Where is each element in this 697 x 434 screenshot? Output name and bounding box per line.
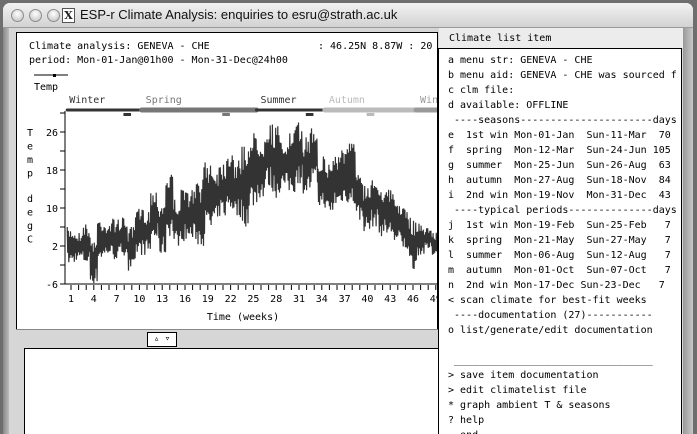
x-tick-label: 1 (68, 294, 74, 305)
graph-coordinates: : 46.25N 8.87W : 20 (318, 41, 432, 52)
season-label: Autumn (329, 95, 365, 106)
legend-label: Temp (34, 82, 58, 93)
menu-item[interactable]: i 2nd win Mon-19-Nov Mon-31-Dec 43 (448, 190, 671, 201)
x-tick-label: 7 (114, 294, 120, 305)
x-tick-label: 40 (361, 294, 373, 305)
climate-list-menu: a menu str: GENEVA - CHE b menu aid: GENE… (438, 48, 682, 434)
typical-week-marker (305, 113, 314, 116)
menu-item[interactable]: > save item documentation (448, 370, 599, 381)
graph-period: period: Mon-01-Jan@01h00 - Mon-31-Dec@24… (29, 55, 288, 66)
text-feedback-area (24, 348, 439, 434)
zoom-window-button[interactable] (47, 9, 60, 22)
menu-item[interactable]: l summer Mon-06-Aug Sun-12-Aug 7 (448, 250, 671, 261)
menu-item[interactable]: c clm file: (448, 85, 515, 96)
season-label: Summer (260, 95, 296, 106)
menu-item[interactable]: d available: OFFLINE (448, 100, 569, 111)
resize-updown-button[interactable]: ▵ ▿ (147, 332, 177, 347)
y-axis-label-letter: p (27, 169, 33, 180)
menu-item[interactable]: f spring Mon-12-Mar Sun-24-Jun 105 (448, 145, 671, 156)
y-axis-label-letter: e (27, 142, 33, 153)
menu-item[interactable]: - end (448, 428, 478, 434)
y-tick-label: 10 (46, 204, 58, 215)
y-tick-label: 2 (52, 242, 58, 253)
x-tick-label: 13 (156, 294, 168, 305)
menu-item[interactable]: < scan climate for best-fit weeks (448, 295, 647, 306)
menu-item[interactable]: b menu aid: GENEVA - CHE was sourced f (448, 70, 677, 81)
x11-icon: X (62, 8, 75, 23)
season-label: Winter (69, 95, 105, 106)
menu-item[interactable]: > edit climatelist file (448, 385, 587, 396)
panel-title: Climate list item (449, 33, 552, 44)
menu-item[interactable]: h autumn Mon-27-Aug Sun-18-Nov 84 (448, 175, 671, 186)
legend-marker (53, 74, 56, 77)
season-label: Winter (420, 95, 437, 106)
menu-item[interactable]: * graph ambient T & seasons (448, 400, 611, 411)
y-axis-label-letter: C (27, 235, 33, 246)
menu-item: ----seasons----------------------days (448, 115, 677, 126)
x-tick-label: 34 (316, 294, 328, 305)
menu-item[interactable]: k spring Mon-21-May Sun-27-May 7 (448, 235, 671, 246)
minimize-window-button[interactable] (29, 9, 42, 22)
menu-item: _________________________________ (448, 355, 653, 366)
graph-header: Climate analysis: GENEVA - CHE (29, 41, 210, 52)
x-tick-label: 19 (202, 294, 214, 305)
menu-item[interactable]: a menu str: GENEVA - CHE (448, 55, 593, 66)
x-tick-label: 43 (384, 294, 396, 305)
typical-week-marker (123, 113, 132, 116)
app-window: X ESP-r Climate Analysis: enquiries to e… (3, 3, 693, 434)
temperature-series-line (66, 122, 437, 284)
graph-panel: Climate analysis: GENEVA - CHE : 46.25N … (16, 32, 438, 330)
y-axis-label-letter: g (27, 221, 33, 232)
scrollbar-left (3, 28, 9, 434)
x-tick-label: 28 (270, 294, 282, 305)
menu-item[interactable]: j 1st win Mon-19-Feb Sun-25-Feb 7 (448, 220, 671, 231)
menu-item[interactable]: m autumn Mon-01-Oct Sun-07-Oct 7 (448, 265, 671, 276)
scrollbar-right[interactable] (683, 28, 693, 434)
x-tick-label: 37 (339, 294, 351, 305)
x-tick-label: 25 (247, 294, 259, 305)
x-axis-label: Time (weeks) (207, 312, 279, 323)
y-tick-label: 26 (46, 128, 58, 139)
y-tick-label: 18 (46, 166, 58, 177)
menu-item[interactable]: o list/generate/edit documentation (448, 325, 653, 336)
y-tick-label: -6 (46, 280, 58, 291)
title-bar: X ESP-r Climate Analysis: enquiries to e… (3, 3, 693, 28)
menu-item[interactable]: n 2nd win Mon-17-Dec Sun-23-Dec 7 (448, 280, 665, 291)
menu-item[interactable]: e 1st win Mon-01-Jan Sun-11-Mar 70 (448, 130, 671, 141)
x-tick-label: 4 (91, 294, 97, 305)
season-label: Spring (146, 95, 182, 106)
window-title: ESP-r Climate Analysis: enquiries to esr… (80, 7, 398, 22)
x-tick-label: 49 (430, 294, 437, 305)
x-tick-label: 22 (225, 294, 237, 305)
close-window-button[interactable] (11, 9, 24, 22)
menu-item: ----typical periods--------------days (448, 205, 677, 216)
x-tick-label: 46 (407, 294, 419, 305)
temperature-chart: Climate analysis: GENEVA - CHE : 46.25N … (27, 41, 437, 323)
typical-week-marker (366, 113, 375, 116)
menu-item[interactable]: g summer Mon-25-Jun Sun-26-Aug 63 (448, 160, 671, 171)
x-tick-label: 16 (179, 294, 191, 305)
menu-item: ----documentation (27)----------- (448, 310, 653, 321)
divider-bar: ▵ ▿ (16, 329, 438, 348)
y-axis-label-letter: d (27, 194, 33, 205)
typical-week-marker (222, 113, 230, 116)
y-axis-label-letter: m (27, 155, 33, 166)
panel-header: Climate list item (439, 28, 689, 48)
menu-item[interactable]: ? help (448, 415, 485, 426)
y-axis-label-letter: e (27, 208, 33, 219)
y-axis-label-letter: T (27, 128, 33, 139)
x-tick-label: 10 (133, 294, 145, 305)
x-tick-label: 31 (293, 294, 305, 305)
